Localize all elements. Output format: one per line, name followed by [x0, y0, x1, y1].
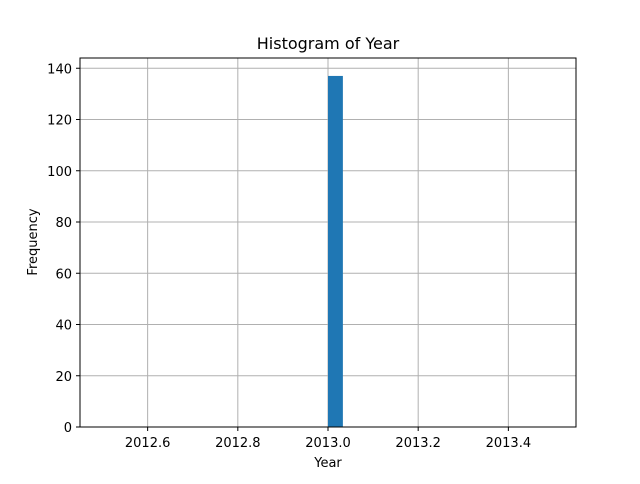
y-tick-label: 20 [55, 370, 72, 385]
y-tick-label: 40 [55, 319, 72, 334]
x-tick-label: 2013.0 [305, 436, 351, 451]
x-axis: 2012.6 2012.8 2013.0 2013.2 2013.4 [125, 427, 531, 451]
x-tick-label: 2012.8 [215, 436, 261, 451]
x-axis-label: Year [313, 456, 342, 471]
y-tick-label: 0 [64, 421, 72, 436]
y-tick-label: 120 [47, 114, 72, 129]
y-tick-label: 140 [47, 62, 72, 77]
bars [328, 75, 343, 427]
y-tick-label: 80 [55, 216, 72, 231]
x-tick-label: 2013.4 [486, 436, 532, 451]
y-tick-label: 100 [47, 165, 72, 180]
chart-title: Histogram of Year [257, 34, 400, 53]
x-tick-label: 2013.2 [395, 436, 441, 451]
x-tick-label: 2012.6 [125, 436, 171, 451]
y-tick-label: 60 [55, 267, 72, 282]
y-axis-label: Frequency [26, 208, 41, 275]
y-axis: 0 20 40 60 80 100 120 140 [47, 62, 80, 436]
histogram-bar [328, 75, 343, 427]
